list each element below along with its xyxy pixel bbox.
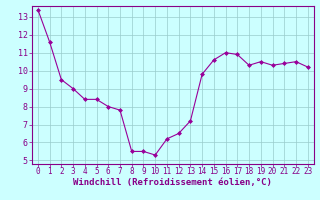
X-axis label: Windchill (Refroidissement éolien,°C): Windchill (Refroidissement éolien,°C) (73, 178, 272, 187)
